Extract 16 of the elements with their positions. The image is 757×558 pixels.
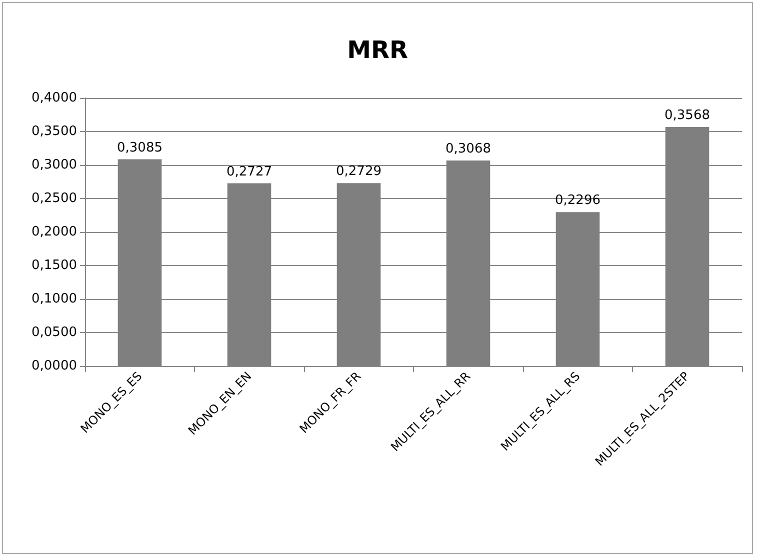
y-tick-label: 0,2500 [32,191,77,206]
y-tick-label: 0,0000 [32,358,77,374]
data-label: 0,3568 [664,108,710,123]
data-label: 0,3085 [117,140,162,156]
y-tick-label: 0,2000 [32,224,77,240]
y-tick-label: 0,3500 [32,124,77,139]
data-label: 0,3068 [446,141,491,156]
y-tick-label: 0,1500 [32,258,77,273]
data-label: 0,2296 [555,193,600,208]
y-tick-label: 0,1000 [32,292,77,306]
y-tick-label: 0,3000 [32,158,77,172]
y-tick-label: 0,4000 [32,90,77,106]
chart-title: MRR [347,36,408,64]
y-tick-label: 0,0500 [32,325,77,340]
data-label: 0,2727 [226,164,272,180]
data-label: 0,2729 [336,164,382,180]
